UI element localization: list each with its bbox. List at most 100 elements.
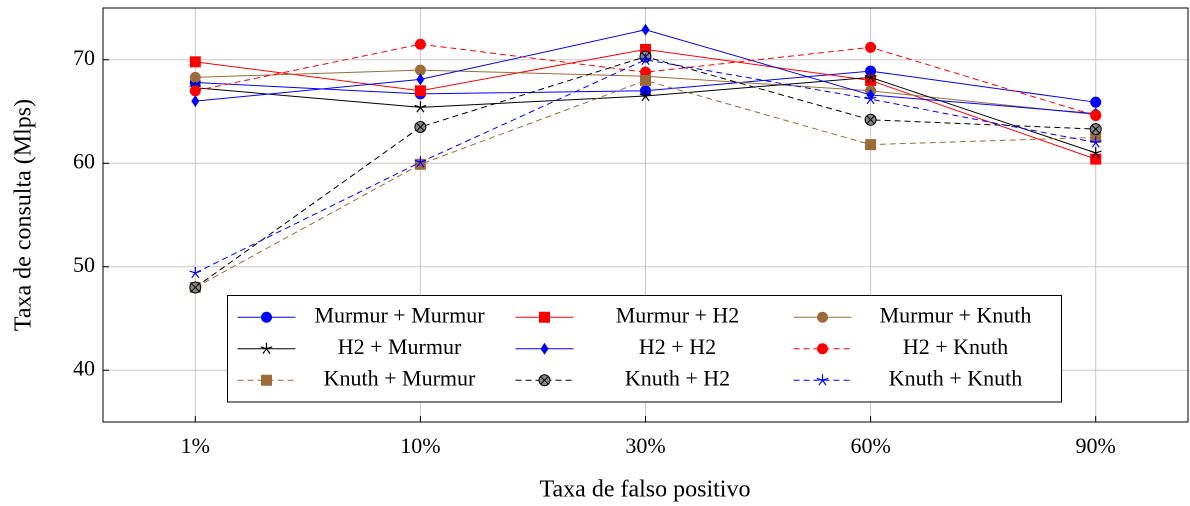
marker: [639, 89, 652, 102]
marker-shape: [540, 342, 549, 355]
marker-shape: [640, 66, 651, 78]
marker: [191, 95, 200, 108]
marker: [1090, 96, 1102, 108]
marker-shape: [414, 64, 426, 76]
marker: [816, 374, 829, 386]
marker: [641, 23, 650, 36]
marker-shape: [865, 139, 877, 151]
marker-shape: [191, 283, 200, 292]
marker: [864, 113, 877, 126]
marker-shape: [189, 71, 201, 83]
marker-shape: [189, 85, 201, 97]
marker: [539, 311, 550, 323]
marker-shape: [261, 374, 272, 386]
marker-shape: [414, 156, 427, 168]
marker: [414, 158, 426, 170]
marker: [1089, 123, 1102, 136]
marker-shape: [1090, 96, 1102, 108]
marker: [414, 101, 427, 113]
marker-shape: [817, 343, 828, 355]
marker-shape: [1090, 110, 1102, 122]
marker: [640, 66, 651, 78]
marker-shape: [816, 374, 829, 386]
marker: [865, 41, 877, 53]
legend-label: Knuth + Knuth: [889, 365, 1022, 390]
marker-shape: [865, 74, 877, 86]
marker: [414, 38, 426, 50]
marker: [189, 56, 201, 68]
legend-label: Knuth + Murmur: [324, 365, 476, 390]
marker: [865, 65, 877, 77]
marker-shape: [414, 101, 427, 113]
marker-shape: [639, 53, 652, 65]
y-tick-label: 60: [73, 148, 95, 173]
marker: [189, 281, 202, 294]
marker: [414, 85, 426, 97]
marker-shape: [191, 95, 200, 108]
marker-shape: [189, 266, 202, 279]
legend-label: Knuth + H2: [625, 365, 730, 390]
marker-shape: [864, 93, 877, 105]
marker: [414, 64, 426, 76]
marker: [260, 342, 273, 354]
legend-label: Murmur + Knuth: [880, 302, 1032, 327]
marker: [414, 156, 427, 168]
marker-shape: [416, 122, 425, 132]
marker: [639, 53, 652, 65]
marker: [640, 43, 651, 55]
marker: [1089, 146, 1102, 159]
x-axis-label: Taxa de falso positivo: [540, 477, 751, 503]
marker-shape: [864, 71, 877, 83]
marker: [540, 342, 549, 355]
x-tick-label: 60%: [850, 433, 890, 458]
marker-shape: [641, 23, 650, 36]
marker-shape: [261, 311, 272, 323]
x-tick-label: 90%: [1076, 433, 1116, 458]
marker-shape: [414, 85, 426, 97]
marker-shape: [866, 115, 875, 125]
marker: [1090, 110, 1102, 122]
marker: [189, 266, 202, 279]
legend-label: Murmur + Murmur: [314, 302, 485, 327]
marker: [865, 74, 877, 86]
marker: [189, 85, 201, 97]
marker: [189, 71, 201, 83]
marker-shape: [1090, 153, 1102, 165]
legend-label: H2 + Murmur: [338, 334, 462, 359]
marker: [538, 374, 551, 387]
marker-shape: [640, 74, 651, 86]
marker-shape: [189, 56, 201, 68]
marker: [640, 74, 651, 86]
marker: [416, 73, 425, 86]
series-line: [195, 59, 1096, 274]
marker-shape: [1091, 124, 1100, 134]
marker-shape: [414, 158, 426, 170]
plot-frame: [102, 7, 1189, 423]
legend-label: H2 + Knuth: [903, 334, 1008, 359]
marker-shape: [640, 43, 651, 55]
marker-shape: [1089, 146, 1102, 159]
legend: Murmur + Murmur Murmur + H2 Murmur + Knuth…: [227, 295, 1062, 403]
marker-shape: [540, 375, 549, 385]
marker-shape: [539, 311, 550, 323]
marker-shape: [817, 311, 828, 323]
marker-shape: [1089, 136, 1102, 148]
marker-shape: [639, 89, 652, 102]
y-tick-label: 70: [73, 45, 95, 70]
marker: [817, 343, 828, 355]
legend-label: H2 + H2: [639, 334, 716, 359]
marker: [261, 311, 272, 323]
y-tick-label: 40: [73, 355, 95, 380]
x-tick-label: 10%: [400, 433, 440, 458]
marker: [865, 139, 877, 151]
marker: [1090, 153, 1102, 165]
marker-shape: [260, 342, 273, 354]
x-tick-label: 1%: [181, 433, 210, 458]
legend-label: Murmur + H2: [616, 302, 740, 327]
x-tick-label: 30%: [625, 433, 665, 458]
marker-shape: [865, 65, 877, 77]
legend-box: [227, 295, 1062, 403]
series-line: [195, 79, 1096, 288]
marker: [1089, 136, 1102, 148]
